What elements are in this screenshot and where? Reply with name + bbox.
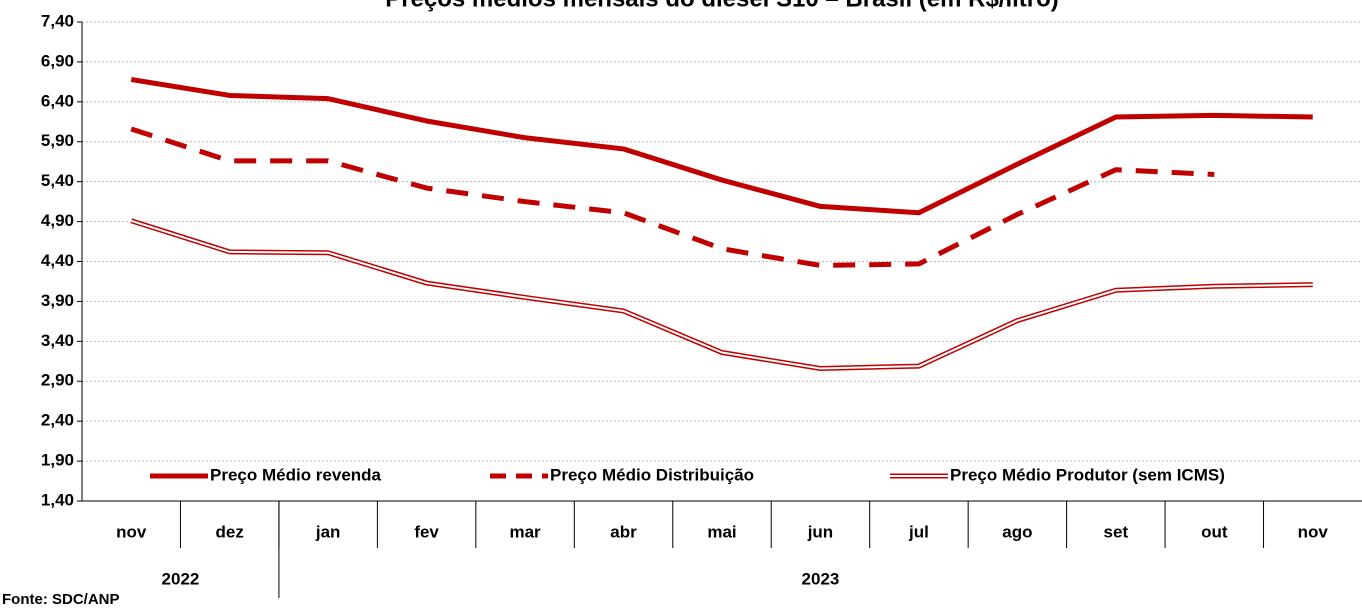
y-tick-label: 2,40	[41, 411, 74, 430]
x-tick-label: out	[1201, 522, 1228, 541]
x-tick-label: fev	[414, 522, 439, 541]
x-tick-label: mar	[509, 522, 541, 541]
y-tick-label: 6,90	[41, 51, 74, 70]
y-tick-label: 1,90	[41, 451, 74, 470]
source: Fonte: SDC/ANP	[2, 591, 120, 608]
y-tick-label: 5,40	[41, 171, 74, 190]
x-tick-label: nov	[116, 522, 147, 541]
year-label: 2022	[162, 569, 200, 588]
x-tick-label: ago	[1002, 522, 1032, 541]
y-tick-label: 5,90	[41, 131, 74, 150]
legend-label: Preço Médio Produtor (sem ICMS)	[950, 465, 1225, 484]
y-tick-label: 4,40	[41, 251, 74, 270]
y-tick-label: 7,40	[41, 11, 74, 30]
y-tick-label: 1,40	[41, 490, 74, 509]
y-tick-label: 3,90	[41, 291, 74, 310]
x-tick-label: dez	[216, 522, 244, 541]
series-line-inner	[130, 219, 1313, 370]
legend-label: Preço Médio Distribuição	[550, 465, 754, 484]
y-tick-label: 4,90	[41, 211, 74, 230]
year-label: 2023	[802, 569, 840, 588]
x-tick-label: jul	[908, 522, 929, 541]
y-tick-label: 6,40	[41, 91, 74, 110]
y-tick-label: 2,90	[41, 371, 74, 390]
x-tick-label: abr	[610, 522, 637, 541]
series-line	[130, 77, 1313, 216]
series-line	[130, 126, 1215, 268]
x-tick-label: jan	[315, 522, 341, 541]
series-line	[130, 218, 1313, 371]
x-tick-label: jun	[807, 522, 834, 541]
x-tick-label: mai	[707, 522, 736, 541]
legend-label: Preço Médio revenda	[210, 465, 382, 484]
chart-title: Preços médios mensais do diesel S10 – Br…	[385, 0, 1059, 12]
x-tick-label: set	[1104, 522, 1129, 541]
y-tick-label: 3,40	[41, 331, 74, 350]
x-tick-label: nov	[1298, 522, 1329, 541]
